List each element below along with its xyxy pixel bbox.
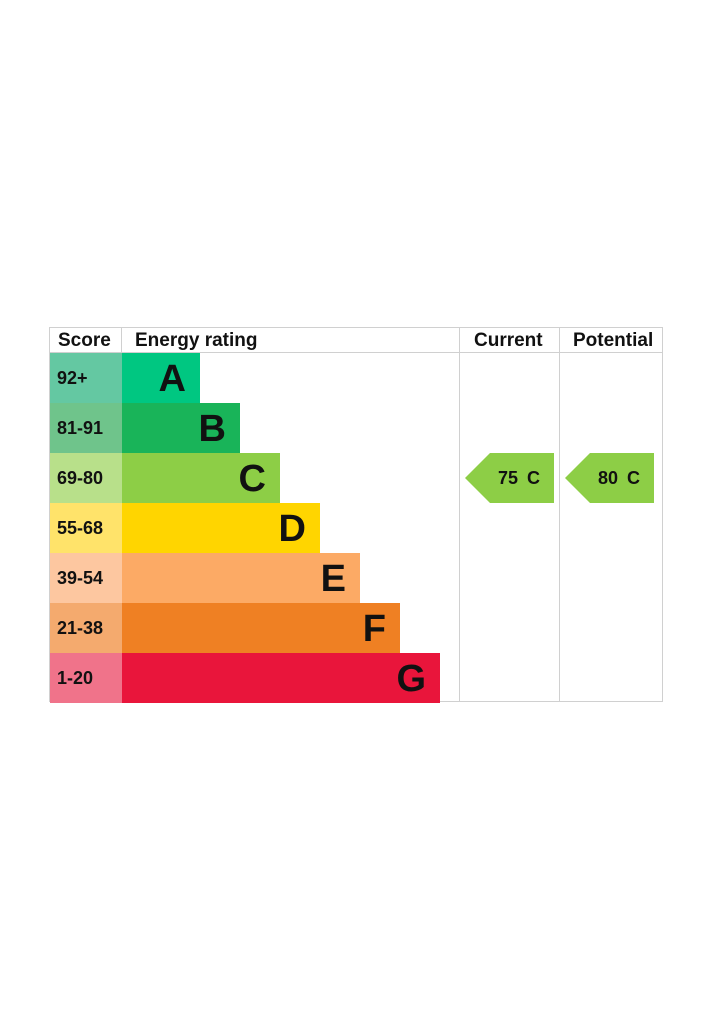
score-range-g: 1-20 xyxy=(50,653,122,703)
rating-letter: B xyxy=(198,408,226,450)
column-divider xyxy=(559,328,560,701)
score-range-b: 81-91 xyxy=(50,403,122,453)
score-range-d: 55-68 xyxy=(50,503,122,553)
rating-bar-f: F xyxy=(122,603,400,653)
rating-bar-e: E xyxy=(122,553,360,603)
potential-rating-arrow: 80 C xyxy=(565,453,654,503)
score-range-a: 92+ xyxy=(50,353,122,403)
rating-bar-g: G xyxy=(122,653,440,703)
score-range-e: 39-54 xyxy=(50,553,122,603)
header-energy-rating: Energy rating xyxy=(135,330,258,351)
rating-bar-a: A xyxy=(122,353,200,403)
current-rating-label: 75 C xyxy=(497,468,540,488)
column-divider xyxy=(459,328,460,701)
rating-letter: A xyxy=(158,358,186,400)
score-range-c: 69-80 xyxy=(50,453,122,503)
rating-letter: G xyxy=(396,658,426,700)
rating-letter: E xyxy=(320,558,346,600)
header-current: Current xyxy=(474,330,543,351)
rating-letter: D xyxy=(278,508,306,550)
header-score: Score xyxy=(58,330,111,351)
energy-rating-chart: Score Energy rating Current Potential 92… xyxy=(49,327,663,703)
rating-letter: C xyxy=(238,458,266,500)
header-potential: Potential xyxy=(573,330,654,351)
score-range-f: 21-38 xyxy=(50,603,122,653)
rating-letter: F xyxy=(362,608,386,650)
current-rating-arrow: 75 C xyxy=(465,453,554,503)
potential-rating-label: 80 C xyxy=(597,468,640,488)
header-divider xyxy=(50,352,662,353)
rating-bar-d: D xyxy=(122,503,320,553)
rating-bar-c: C xyxy=(122,453,280,503)
rating-bar-b: B xyxy=(122,403,240,453)
